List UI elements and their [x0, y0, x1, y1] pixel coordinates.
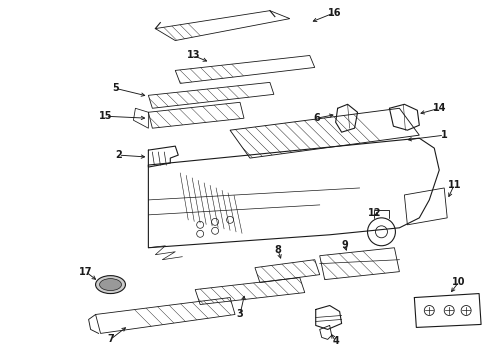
Text: 5: 5: [112, 84, 119, 93]
Text: 15: 15: [99, 111, 112, 121]
Text: 16: 16: [327, 8, 341, 18]
Text: 2: 2: [115, 150, 122, 160]
Text: 13: 13: [186, 50, 200, 60]
Ellipse shape: [95, 276, 125, 293]
Text: 9: 9: [341, 240, 347, 250]
Text: 4: 4: [331, 336, 338, 346]
Text: 6: 6: [313, 113, 320, 123]
Text: 8: 8: [274, 245, 281, 255]
Text: 11: 11: [447, 180, 460, 190]
Text: 12: 12: [367, 208, 381, 218]
Text: 17: 17: [79, 267, 92, 276]
Text: 1: 1: [440, 130, 447, 140]
Text: 14: 14: [431, 103, 445, 113]
Text: 7: 7: [107, 334, 114, 345]
Ellipse shape: [100, 279, 121, 291]
Text: 10: 10: [451, 276, 465, 287]
Text: 3: 3: [236, 310, 243, 319]
